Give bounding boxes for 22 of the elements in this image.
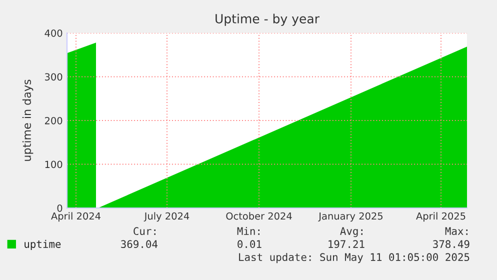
text: 0.01	[238, 240, 262, 248]
x-tick-label: July 2024	[144, 212, 190, 222]
text: 369.04	[121, 240, 158, 248]
y-tick-label: 400	[44, 29, 62, 37]
text: 378.49	[433, 240, 470, 248]
y-tick-label: 100	[45, 160, 62, 168]
text: Min:	[237, 226, 260, 235]
chart-title: Uptime - by year	[216, 14, 320, 26]
text: Cur:	[134, 227, 156, 236]
x-tick-label: January 2025	[318, 212, 382, 222]
legend-label: uptime	[24, 240, 61, 250]
x-tick-label: October 2024	[226, 212, 292, 220]
text: Max:	[445, 227, 468, 236]
y-tick-label: 300	[45, 73, 62, 81]
text: 197.21	[328, 240, 364, 248]
y-tick-label: 0	[57, 204, 62, 212]
x-tick-label: April 2024	[51, 212, 100, 222]
y-tick-label: 200	[44, 116, 62, 124]
x-tick-label: April 2025	[416, 212, 466, 222]
text: Avg:	[340, 227, 362, 238]
text: Last update: Sun May 11 01:05:00 2025	[239, 252, 470, 264]
y-axis-title: uptime in days	[22, 80, 34, 161]
